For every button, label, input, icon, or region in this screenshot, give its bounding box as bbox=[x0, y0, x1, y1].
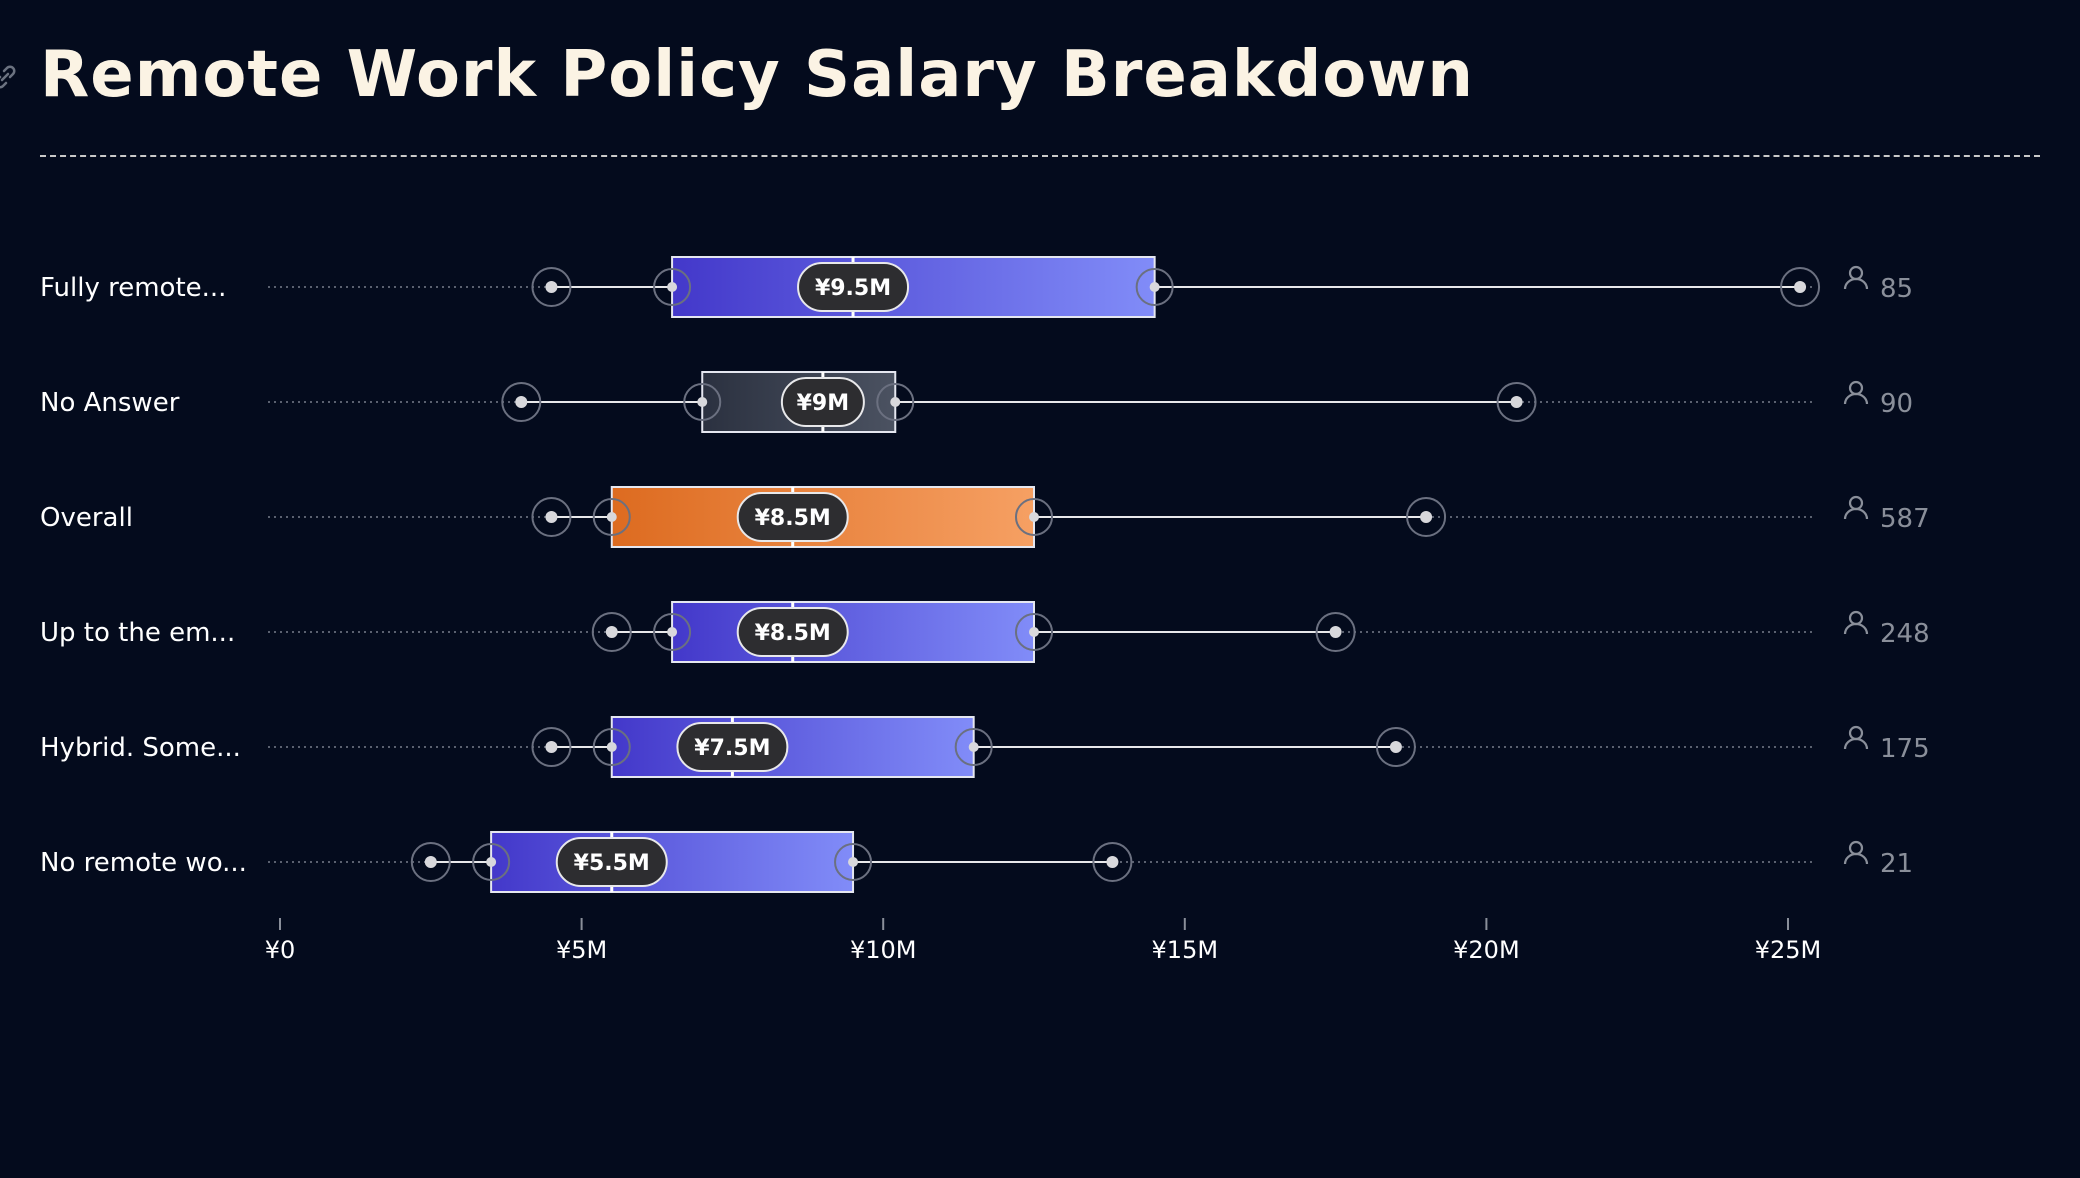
x-tick-label: ¥25M bbox=[1755, 936, 1822, 964]
median-label: ¥8.5M bbox=[755, 621, 831, 646]
quartile-point[interactable] bbox=[968, 742, 979, 752]
whisker-end-ring bbox=[1780, 267, 1821, 307]
whisker-end-point[interactable] bbox=[1420, 511, 1433, 523]
row-label: Overall bbox=[40, 503, 133, 533]
quartile-point[interactable] bbox=[848, 857, 859, 867]
quartile-point[interactable] bbox=[486, 857, 497, 867]
quartile-point[interactable] bbox=[667, 627, 678, 637]
iqr-box[interactable] bbox=[671, 601, 1036, 663]
median-pill bbox=[780, 377, 865, 427]
page-title: Remote Work Policy Salary Breakdown bbox=[40, 38, 1474, 112]
whisker-end-point[interactable] bbox=[545, 281, 558, 293]
person-icon bbox=[1843, 265, 1869, 290]
median-label: ¥8.5M bbox=[755, 506, 831, 531]
whisker-end-ring bbox=[1092, 842, 1133, 882]
quartile-ring bbox=[683, 383, 722, 421]
quartile-point[interactable] bbox=[667, 282, 678, 292]
person-icon bbox=[1843, 495, 1869, 520]
x-tick-label: ¥15M bbox=[1152, 936, 1219, 964]
row-label: Fully remote... bbox=[40, 273, 226, 303]
quartile-point[interactable] bbox=[606, 512, 617, 522]
person-icon bbox=[1843, 610, 1869, 635]
row-count: 90 bbox=[1880, 389, 1913, 419]
median-label: ¥7.5M bbox=[694, 736, 770, 761]
median-label: ¥9M bbox=[797, 391, 850, 416]
quartile-ring bbox=[1015, 498, 1053, 536]
quartile-ring bbox=[472, 843, 511, 881]
median-pill bbox=[797, 262, 910, 312]
person-icon bbox=[1843, 840, 1869, 865]
whisker-end-point[interactable] bbox=[605, 626, 618, 638]
quartile-ring bbox=[876, 383, 915, 421]
whisker-end-ring bbox=[531, 497, 572, 537]
quartile-point[interactable] bbox=[1029, 627, 1039, 637]
whisker-end-ring bbox=[591, 612, 632, 652]
quartile-point[interactable] bbox=[1149, 282, 1160, 292]
median-pill bbox=[555, 837, 668, 887]
median-pill bbox=[736, 492, 849, 542]
iqr-box[interactable] bbox=[490, 831, 855, 893]
quartile-ring bbox=[1015, 613, 1053, 651]
whisker-end-ring bbox=[531, 727, 572, 767]
whisker-end-point[interactable] bbox=[545, 511, 558, 523]
quartile-ring bbox=[1135, 268, 1174, 306]
whisker-end-ring bbox=[501, 382, 542, 422]
median-pill bbox=[676, 722, 789, 772]
box-row: ¥5.5M No remote wo... 21 bbox=[40, 831, 1913, 893]
row-count: 85 bbox=[1880, 274, 1913, 304]
whisker-end-ring bbox=[1315, 612, 1356, 652]
whisker-end-point[interactable] bbox=[1510, 396, 1523, 408]
quartile-ring bbox=[653, 268, 692, 306]
row-label: Hybrid. Some... bbox=[40, 733, 241, 763]
whisker-end-ring bbox=[1375, 727, 1416, 767]
whisker-end-point[interactable] bbox=[1106, 856, 1119, 868]
x-tick-label: ¥10M bbox=[850, 936, 917, 964]
quartile-point[interactable] bbox=[890, 397, 901, 407]
median-label: ¥9.5M bbox=[815, 276, 891, 301]
median-pill bbox=[736, 607, 849, 657]
whisker-end-ring bbox=[531, 267, 572, 307]
row-count: 21 bbox=[1880, 849, 1913, 879]
iqr-box[interactable] bbox=[610, 716, 975, 778]
box-row: ¥9.5M Fully remote... 85 bbox=[40, 256, 1913, 318]
whisker-end-point[interactable] bbox=[1794, 281, 1807, 293]
whisker-end-point[interactable] bbox=[1329, 626, 1342, 638]
row-label: Up to the em... bbox=[40, 618, 235, 648]
whisker-end-point[interactable] bbox=[545, 741, 558, 753]
whisker-end-point[interactable] bbox=[515, 396, 528, 408]
quartile-ring bbox=[592, 728, 631, 766]
box-row: ¥8.5M Overall 587 bbox=[40, 486, 1930, 548]
whisker-end-point[interactable] bbox=[1389, 741, 1402, 753]
whisker-end-ring bbox=[1496, 382, 1537, 422]
row-count: 175 bbox=[1880, 734, 1930, 764]
whisker-end-ring bbox=[410, 842, 451, 882]
x-tick-label: ¥20M bbox=[1453, 936, 1520, 964]
row-label: No remote wo... bbox=[40, 848, 247, 878]
row-label: No Answer bbox=[40, 388, 180, 418]
link-icon[interactable] bbox=[0, 62, 20, 92]
whisker-end-point[interactable] bbox=[424, 856, 437, 868]
row-count: 587 bbox=[1880, 504, 1930, 534]
quartile-point[interactable] bbox=[606, 742, 617, 752]
box-row: ¥8.5M Up to the em... 248 bbox=[40, 601, 1930, 663]
quartile-ring bbox=[834, 843, 873, 881]
quartile-ring bbox=[653, 613, 692, 651]
row-count: 248 bbox=[1880, 619, 1930, 649]
quartile-ring bbox=[592, 498, 631, 536]
person-icon bbox=[1843, 725, 1869, 750]
whisker-end-ring bbox=[1406, 497, 1447, 537]
x-tick-label: ¥5M bbox=[556, 936, 607, 964]
iqr-box[interactable] bbox=[671, 256, 1156, 318]
title-divider bbox=[40, 155, 2040, 157]
median-label: ¥5.5M bbox=[574, 851, 650, 876]
person-icon bbox=[1843, 380, 1869, 405]
box-row: ¥7.5M Hybrid. Some... 175 bbox=[40, 716, 1930, 778]
quartile-point[interactable] bbox=[1029, 512, 1039, 522]
quartile-ring bbox=[954, 728, 993, 766]
box-row: ¥9M No Answer 90 bbox=[40, 371, 1913, 433]
x-tick-label: ¥0 bbox=[265, 936, 296, 964]
quartile-point[interactable] bbox=[697, 397, 708, 407]
